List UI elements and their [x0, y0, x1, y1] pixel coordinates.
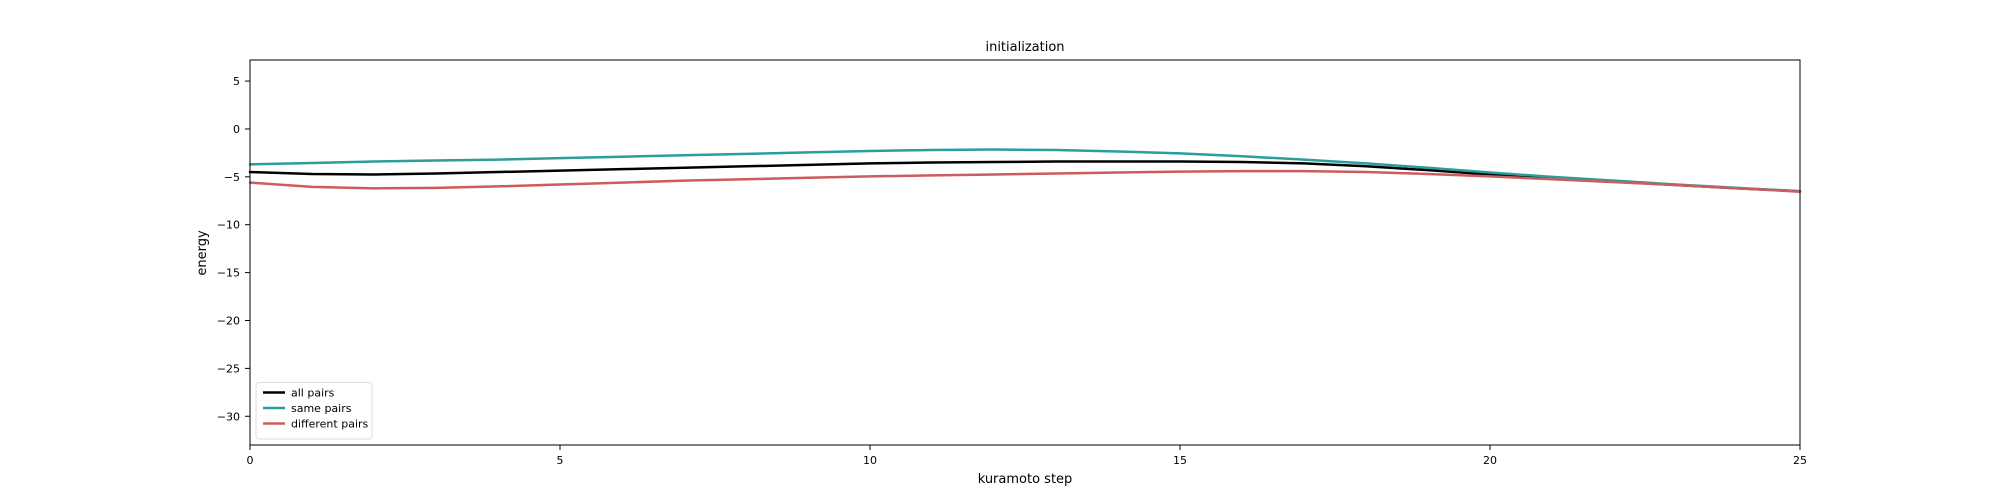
y-tick-label: 0 — [233, 123, 240, 136]
legend-label: same pairs — [291, 402, 352, 415]
tick-layer: 0 5 10 15 20 25 5 0 −5 −10 −15 −20 −25 −30 — [217, 75, 1807, 467]
series-line-same-pairs — [248, 148, 1802, 193]
legend-label: different pairs — [291, 418, 369, 431]
legend-box — [255, 382, 373, 440]
x-tick-label: 20 — [1483, 454, 1497, 467]
series-layer — [248, 148, 1802, 193]
x-tick-label: 25 — [1793, 454, 1807, 467]
y-tick-label: −15 — [217, 267, 240, 280]
x-axis-label: kuramoto step — [978, 472, 1073, 487]
y-tick-label: −5 — [224, 171, 240, 184]
chart-title: initialization — [985, 40, 1064, 55]
series-line-different-pairs — [248, 169, 1802, 193]
x-tick-label: 0 — [247, 454, 254, 467]
y-tick-label: −25 — [217, 362, 240, 375]
y-tick-label: −20 — [217, 314, 240, 327]
plot-frame — [249, 59, 1801, 446]
x-tick-label: 5 — [557, 454, 564, 467]
y-tick-label: 5 — [233, 75, 240, 88]
x-tick-label: 15 — [1173, 454, 1187, 467]
plot-area — [250, 60, 1800, 445]
y-tick-label: −10 — [217, 219, 240, 232]
legend-label: all pairs — [291, 387, 335, 400]
y-axis-label: energy — [195, 230, 210, 276]
y-tick-label: −30 — [217, 410, 240, 423]
x-tick-label: 10 — [863, 454, 877, 467]
legend: all pairs same pairs different pairs — [255, 382, 373, 440]
